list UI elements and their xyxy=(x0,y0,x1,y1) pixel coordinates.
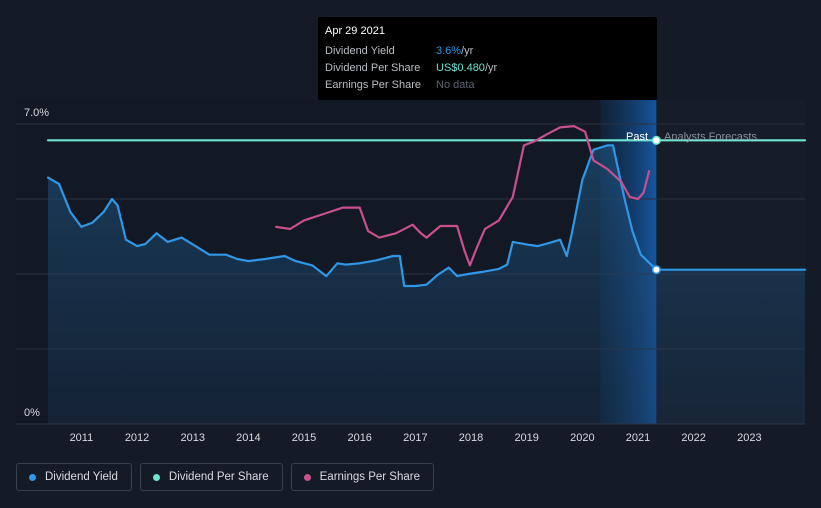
tooltip-label: Earnings Per Share xyxy=(325,78,421,91)
x-tick-label: 2012 xyxy=(125,432,149,444)
tooltip-unit: /yr xyxy=(461,44,474,57)
tooltip-label: Dividend Yield xyxy=(325,44,395,57)
x-axis: 2011 2012 2013 2014 2015 2016 2017 2018 2019 2020… xyxy=(16,423,805,444)
legend: Dividend Yield Dividend Per Share Earnin… xyxy=(16,463,434,491)
tooltip-value: No data xyxy=(436,78,475,91)
dividend-yield-marker xyxy=(651,265,661,275)
x-tick-label: 2022 xyxy=(681,432,705,444)
past-label: Past xyxy=(626,131,648,143)
x-tick-label: 2013 xyxy=(180,432,204,444)
x-tick-label: 2015 xyxy=(292,432,316,444)
cursor-markers xyxy=(651,135,661,275)
legend-dot xyxy=(152,473,160,481)
dividend-per-share-marker xyxy=(651,135,661,145)
tooltip-value: 3.6% xyxy=(436,44,462,57)
x-tick-label: 2021 xyxy=(626,432,650,444)
legend-dot xyxy=(29,473,36,481)
tooltip-unit: /yr xyxy=(484,61,498,74)
tooltip: Apr 29 2021 Dividend Yield 3.6% /yr Divi… xyxy=(318,17,657,100)
y-label-top: 7.0% xyxy=(24,107,49,119)
tooltip-label: Dividend Per Share xyxy=(325,61,421,74)
legend-dot xyxy=(303,473,311,481)
tooltip-row-earnings-per-share: Earnings Per Share No data xyxy=(325,76,650,93)
x-tick-label: 2023 xyxy=(737,432,761,444)
legend-earnings-per-share[interactable]: Earnings Per Share xyxy=(290,463,434,491)
tooltip-date: Apr 29 2021 xyxy=(325,25,385,37)
x-tick-label: 2018 xyxy=(459,432,483,444)
x-tick-label: 2016 xyxy=(347,432,371,444)
legend-dividend-yield[interactable]: Dividend Yield xyxy=(16,463,132,491)
legend-dividend-per-share[interactable]: Dividend Per Share xyxy=(139,463,283,491)
x-tick-label: 2014 xyxy=(236,432,260,444)
x-tick-label: 2019 xyxy=(514,432,538,444)
tooltip-value: US$0.480 xyxy=(436,61,485,74)
series-lines xyxy=(46,125,807,288)
x-tick-label: 2020 xyxy=(570,432,594,444)
forecast-label: Analysts Forecasts xyxy=(664,131,757,143)
legend-label: Earnings Per Share xyxy=(319,471,420,483)
tooltip-row-dividend-per-share: Dividend Per Share US$0.480 /yr xyxy=(325,59,650,76)
legend-label: Dividend Per Share xyxy=(168,471,269,483)
legend-label: Dividend Yield xyxy=(45,471,118,483)
tooltip-row-dividend-yield: Dividend Yield 3.6% /yr xyxy=(325,42,650,59)
x-tick-label: 2011 xyxy=(70,432,94,444)
x-tick-label: 2017 xyxy=(403,432,427,444)
dividend-yield-line xyxy=(46,144,807,288)
y-label-bottom: 0% xyxy=(24,407,40,419)
earnings-per-share-line xyxy=(275,125,651,267)
